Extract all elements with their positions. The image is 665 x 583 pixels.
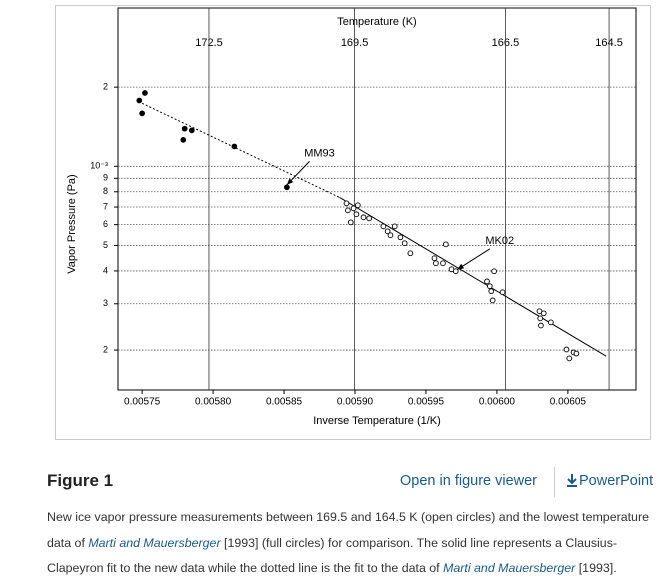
annotation: MK02 xyxy=(485,235,514,247)
data-point xyxy=(360,214,367,221)
data-point xyxy=(284,184,290,191)
y-tick-label: 9 xyxy=(103,173,108,183)
data-point xyxy=(407,250,414,257)
caption-text: New ice vapor pressure measurements betw… xyxy=(47,510,649,550)
figure-viewer-link[interactable]: Open in figure viewer xyxy=(400,473,538,489)
data-point xyxy=(343,200,350,207)
data-point xyxy=(566,355,573,362)
data-point xyxy=(486,283,493,290)
data-point xyxy=(354,202,361,209)
data-point xyxy=(387,232,394,239)
x-tick-label: 0.00600 xyxy=(479,397,516,408)
data-point xyxy=(345,207,351,214)
fit-line xyxy=(339,196,607,357)
data-point xyxy=(491,268,497,275)
data-point xyxy=(442,241,449,248)
caption-text: [1993] (full circles) for comparison. Th… xyxy=(47,535,618,576)
figure-frame xyxy=(55,5,651,440)
data-point xyxy=(136,97,143,104)
y-tick-label: 2 xyxy=(103,344,108,354)
arrow-head xyxy=(286,178,294,185)
data-point xyxy=(440,260,446,267)
y-tick-label: 10⁻³ xyxy=(90,161,108,171)
x-tick-label: 0.00605 xyxy=(550,397,587,408)
y-tick-label: 6 xyxy=(103,219,108,229)
data-point xyxy=(181,125,188,132)
data-point xyxy=(540,310,547,317)
figure-caption: New ice vapor pressure measurements betw… xyxy=(47,505,662,582)
x-tick-label: 0.00595 xyxy=(408,397,445,408)
arrow-head xyxy=(457,263,465,270)
data-point xyxy=(397,234,404,241)
data-point xyxy=(391,223,398,230)
data-point xyxy=(366,215,373,222)
citation-link[interactable]: Marti and Mauersberger xyxy=(88,535,221,550)
x-tick-label: 0.00580 xyxy=(195,397,232,408)
data-point xyxy=(188,127,195,134)
y-tick-label: 4 xyxy=(103,265,108,275)
data-point xyxy=(499,289,506,296)
top-axis-title: Temperature (K) xyxy=(337,16,416,28)
data-point xyxy=(139,110,145,117)
data-point xyxy=(353,211,360,218)
data-point xyxy=(350,205,357,212)
data-point xyxy=(547,319,554,326)
citation-link[interactable]: Marti and Mauersberger xyxy=(443,561,576,575)
caption-text: [1993]. xyxy=(575,561,617,575)
data-point xyxy=(384,228,391,235)
fit-line xyxy=(141,102,340,198)
y-tick-label: 8 xyxy=(103,186,108,196)
x-tick-label: 0.00590 xyxy=(337,397,374,408)
data-point xyxy=(142,90,148,96)
separator xyxy=(554,467,555,497)
data-point xyxy=(433,260,439,267)
y-axis-title: Vapor Pressure (Pa) xyxy=(66,174,78,273)
data-point xyxy=(231,143,238,150)
data-point xyxy=(484,278,490,285)
data-point xyxy=(431,255,438,262)
annotation: MM93 xyxy=(304,147,335,159)
plot-frame xyxy=(117,7,637,391)
powerpoint-link[interactable]: PowerPoint xyxy=(565,473,653,489)
data-point xyxy=(563,346,570,353)
x-tick-label: 0.00585 xyxy=(266,397,303,408)
powerpoint-label: PowerPoint xyxy=(579,473,654,489)
data-point xyxy=(488,288,495,295)
data-point xyxy=(489,297,496,304)
data-point xyxy=(538,322,544,329)
y-tick-label: 2 xyxy=(103,82,108,92)
x-axis-title: Inverse Temperature (1/K) xyxy=(313,415,441,427)
data-point xyxy=(537,315,544,322)
data-point xyxy=(180,137,187,143)
figure-heading: Figure 1 xyxy=(47,471,114,490)
download-icon xyxy=(567,474,577,487)
data-point xyxy=(452,268,459,275)
chart: Temperature (K) Inverse Temperature (1/K… xyxy=(66,7,637,427)
data-point xyxy=(347,219,354,226)
x-tick-label: 0.00575 xyxy=(124,397,161,408)
y-tick-label: 5 xyxy=(103,240,108,250)
data-point xyxy=(401,240,408,247)
data-point xyxy=(573,350,580,357)
data-point xyxy=(380,223,387,230)
y-tick-label: 3 xyxy=(103,298,108,308)
y-tick-label: 7 xyxy=(103,201,108,211)
